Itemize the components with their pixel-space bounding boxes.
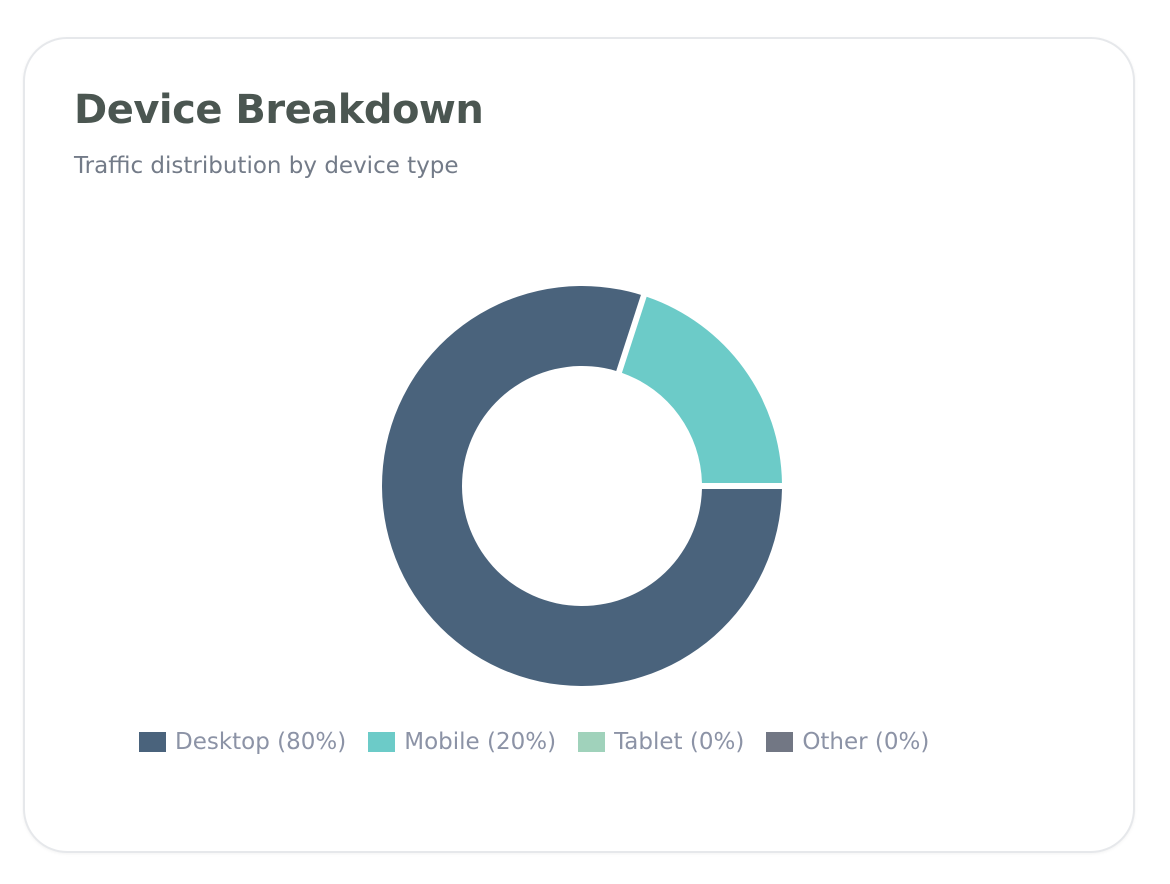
chart-legend: Desktop (80%) Mobile (20%) Tablet (0%) O… bbox=[139, 729, 951, 755]
legend-label-mobile: Mobile (20%) bbox=[404, 729, 557, 755]
legend-label-desktop: Desktop (80%) bbox=[175, 729, 347, 755]
legend-label-tablet: Tablet (0%) bbox=[614, 729, 745, 755]
chart-subtitle: Traffic distribution by device type bbox=[74, 153, 459, 179]
legend-item-desktop[interactable]: Desktop (80%) bbox=[139, 729, 346, 755]
donut-slice-mobile[interactable] bbox=[621, 296, 782, 484]
legend-item-mobile[interactable]: Mobile (20%) bbox=[368, 729, 556, 755]
legend-swatch-desktop bbox=[139, 732, 166, 752]
device-breakdown-card: Device Breakdown Traffic distribution by… bbox=[23, 37, 1135, 853]
legend-item-tablet[interactable]: Tablet (0%) bbox=[578, 729, 744, 755]
legend-item-other[interactable]: Other (0%) bbox=[766, 729, 929, 755]
legend-label-other: Other (0%) bbox=[802, 729, 930, 755]
legend-swatch-mobile bbox=[368, 732, 396, 752]
donut-slice-desktop[interactable] bbox=[382, 285, 782, 686]
legend-swatch-other bbox=[766, 732, 794, 752]
chart-title: Device Breakdown bbox=[74, 87, 484, 133]
donut-chart bbox=[382, 285, 782, 686]
legend-swatch-tablet bbox=[578, 732, 606, 752]
